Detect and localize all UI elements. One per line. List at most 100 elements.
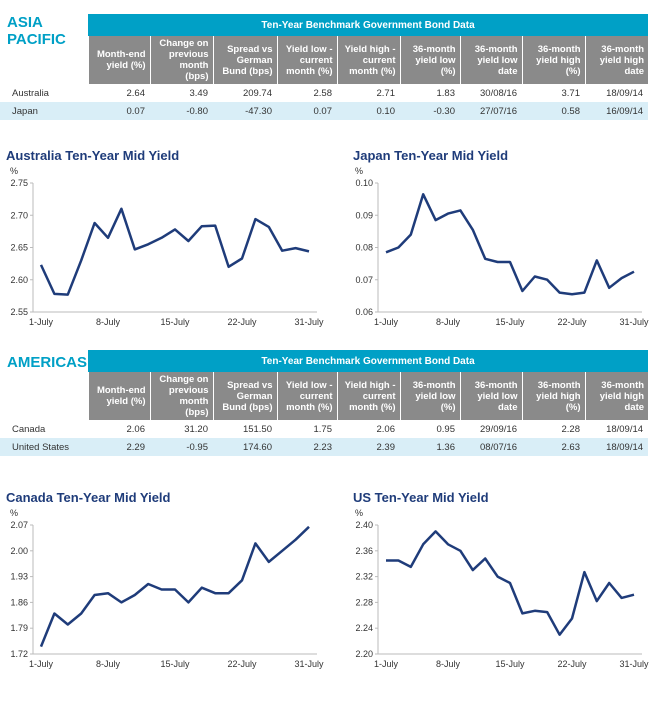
column-header: 36-month yield low date [459,372,522,420]
cell: -0.80 [150,102,213,120]
y-tick-label: 0.10 [355,178,373,188]
title-row: Ten-Year Benchmark Government Bond Data [0,14,649,36]
table-row: Australia 2.64 3.49 209.74 2.58 2.71 1.83 30/08… [0,84,648,102]
column-header: 36-month yield low (%) [399,372,460,420]
y-tick-label: 1.79 [10,623,28,633]
chart-title: Canada Ten-Year Mid Yield [6,490,171,505]
y-tick-label: 0.09 [355,210,373,220]
cell: 209.74 [242,87,272,99]
data-table: Ten-Year Benchmark Government Bond Data M… [0,350,649,456]
y-tick-label: 2.60 [10,275,28,285]
y-tick-label: 2.40 [355,520,373,530]
x-tick-label: 8-July [96,317,121,327]
row-label: United States [0,438,88,456]
cell: 1.36 [400,438,460,456]
y-tick-label: 2.36 [355,546,373,556]
x-tick-label: 1-July [29,659,54,669]
column-header: 36-month yield high (%) [521,372,585,420]
cell: 2.06 [376,423,396,435]
y-tick-label: 2.00 [10,546,28,556]
column-header: Month-end yield (%) [87,36,150,84]
column-header: 36-month yield high date [584,372,649,420]
y-tick-label: 1.72 [10,649,28,659]
cell: 2.29 [88,438,150,456]
chart-title: US Ten-Year Mid Yield [353,490,489,505]
y-tick-label: 2.07 [10,520,28,530]
x-tick-label: 8-July [436,317,461,327]
cell: 0.95 [436,423,456,435]
cell: 2.06 [126,423,146,435]
column-header: 36-month yield low (%) [399,36,460,84]
y-unit: % [10,166,18,176]
column-header: Yield high - current month (%) [336,36,400,84]
title-row: Ten-Year Benchmark Government Bond Data [0,350,649,372]
cell: 31.20 [184,423,208,435]
x-tick-label: 8-July [96,659,121,669]
y-tick-label: 1.93 [10,572,28,582]
cell: -47.30 [213,102,277,120]
cell: 29/09/16 [480,423,517,435]
chart: Japan Ten-Year Mid Yield% 0.06 0.07 0.08 0.0… [353,148,649,327]
column-header: Change on previous month (bps) [149,372,213,420]
y-tick-label: 2.55 [10,307,28,317]
cell: 18/09/14 [606,87,644,99]
column-header: Spread vs German Bund (bps) [212,372,277,420]
cell: 1.83 [436,87,456,99]
y-tick-label: 2.32 [355,572,373,582]
table-title: Ten-Year Benchmark Government Bond Data [88,350,649,372]
blank [0,372,88,420]
x-tick-label: 8-July [436,659,461,669]
cell: 0.10 [337,102,400,120]
cell: 1.75 [313,423,333,435]
column-header: Yield low - current month (%) [276,36,337,84]
y-tick-label: 2.20 [355,649,373,659]
x-tick-label: 31-July [619,659,649,669]
row-label: Japan [0,102,88,120]
line [39,207,310,296]
column-header: Change on previous month (bps) [149,36,213,84]
x-tick-label: 15-July [160,317,190,327]
cell: 18/09/14 [585,438,649,456]
column-header: Yield low - current month (%) [276,372,337,420]
cell: 3.71 [561,87,581,99]
cell: 18/09/14 [606,423,644,435]
row-label: Canada [12,423,46,435]
y-unit: % [10,508,18,518]
x-tick-label: 15-July [495,317,525,327]
column-header: Month-end yield (%) [87,372,150,420]
section: Ten-Year Benchmark Government Bond Data M… [0,14,650,144]
table-row: Canada 2.06 31.20 151.50 1.75 2.06 0.95 29/09/1… [0,420,648,438]
data-table: Ten-Year Benchmark Government Bond Data M… [0,14,649,120]
x-tick-label: 31-July [619,317,649,327]
column-header: Spread vs German Bund (bps) [212,36,277,84]
cell: 30/08/16 [480,87,517,99]
line [39,525,310,648]
header-row: Month-end yield (%) Change on previous mo… [0,372,649,420]
line [385,193,635,296]
x-tick-label: 22-July [557,317,587,327]
x-tick-label: 22-July [227,317,257,327]
line [386,530,635,636]
x-tick-label: 22-July [557,659,587,669]
x-tick-label: 1-July [374,659,399,669]
y-tick-label: 1.86 [10,597,28,607]
header-row: Month-end yield (%) Change on previous mo… [0,36,649,84]
chart-title: Japan Ten-Year Mid Yield [353,148,508,163]
cell: 2.63 [522,438,585,456]
y-tick-label: 2.75 [10,178,28,188]
table-row: Japan 0.07 -0.80 -47.30 0.07 0.10 -0.30 27/07/1… [0,102,649,120]
cell: 0.58 [522,102,585,120]
cell: 0.07 [277,102,337,120]
y-tick-label: 2.24 [355,623,373,633]
y-unit: % [355,508,363,518]
column-header: Yield high - current month (%) [336,372,400,420]
section-heading: ASIA PACIFIC [7,14,82,48]
x-tick-label: 31-July [294,317,324,327]
y-tick-label: 0.06 [355,307,373,317]
y-unit: % [355,166,363,176]
column-header: 36-month yield high date [584,36,649,84]
section: Ten-Year Benchmark Government Bond Data M… [0,350,650,480]
row-label: Australia [12,87,49,99]
column-header: 36-month yield high (%) [521,36,585,84]
